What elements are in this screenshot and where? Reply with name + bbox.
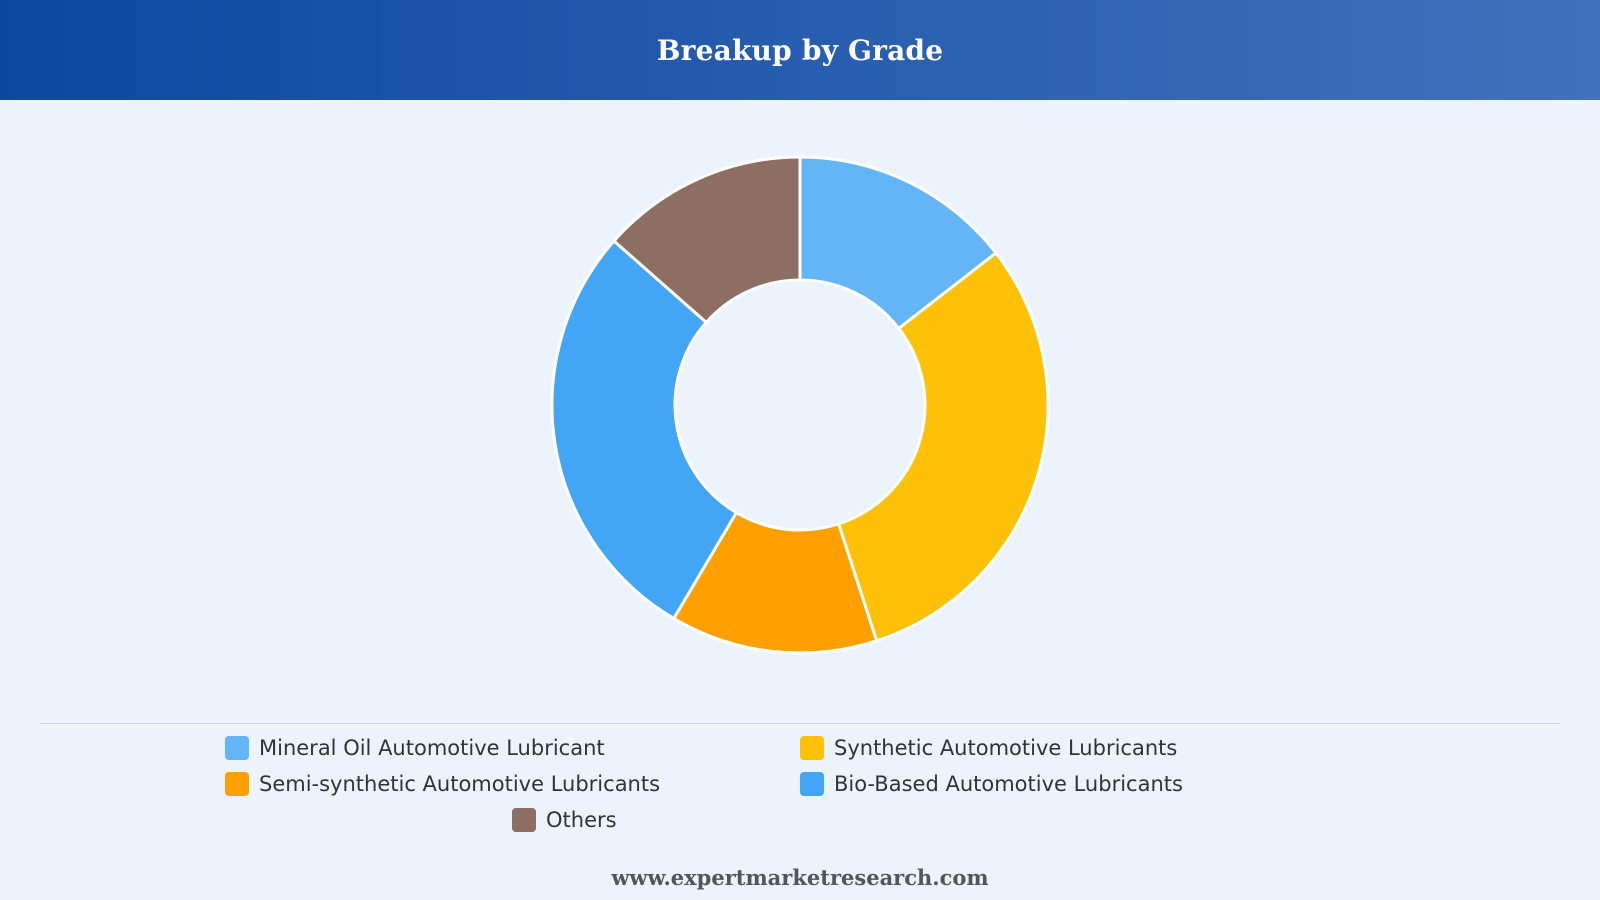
legend-item-bio-based[interactable]: Bio-Based Automotive Lubricants: [800, 769, 1183, 799]
donut-chart: [550, 155, 1050, 655]
legend-divider: [40, 723, 1560, 724]
donut-slice-bio-based-automotive-lubricants[interactable]: [550, 238, 739, 621]
legend-label: Mineral Oil Automotive Lubricant: [259, 736, 605, 760]
donut-slice-semi-synthetic-automotive-lubricants[interactable]: [671, 510, 879, 655]
legend-swatch: [512, 808, 536, 832]
legend-label: Others: [546, 808, 617, 832]
legend-label: Synthetic Automotive Lubricants: [834, 736, 1178, 760]
legend-item-semi-synthetic[interactable]: Semi-synthetic Automotive Lubricants: [225, 769, 660, 799]
legend-item-others[interactable]: Others: [512, 805, 617, 835]
legend-label: Semi-synthetic Automotive Lubricants: [259, 772, 661, 796]
chart-title: Breakup by Grade: [656, 33, 944, 67]
donut-slice-synthetic-automotive-lubricants[interactable]: [836, 250, 1050, 643]
chart-header: Breakup by Grade: [0, 0, 1600, 100]
legend-item-synthetic[interactable]: Synthetic Automotive Lubricants: [800, 733, 1177, 763]
legend-label: Bio-Based Automotive Lubricants: [834, 772, 1183, 796]
chart-legend: Mineral Oil Automotive Lubricant Synthet…: [0, 730, 1600, 840]
donut-slice-others[interactable]: [611, 155, 802, 325]
donut-slice-mineral-oil-automotive-lubricant[interactable]: [798, 155, 999, 331]
source-url: www.expertmarketresearch.com: [611, 865, 989, 890]
legend-swatch: [225, 772, 249, 796]
legend-swatch: [800, 736, 824, 760]
legend-swatch: [800, 772, 824, 796]
donut-chart-area: [0, 100, 1600, 720]
legend-swatch: [225, 736, 249, 760]
legend-item-mineral-oil[interactable]: Mineral Oil Automotive Lubricant: [225, 733, 605, 763]
